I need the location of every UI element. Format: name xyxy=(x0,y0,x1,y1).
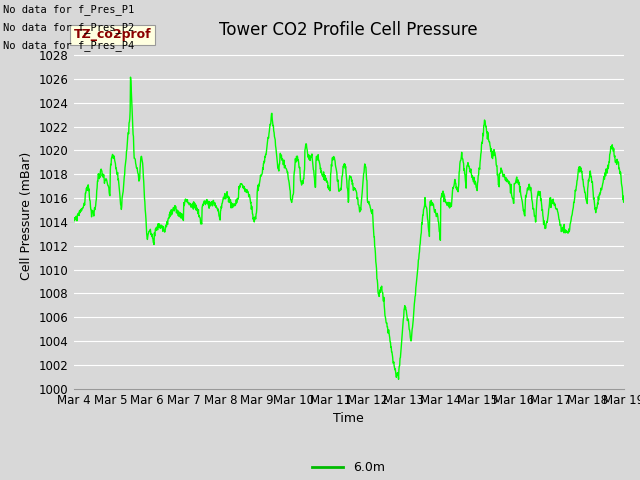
Text: No data for f_Pres_P2: No data for f_Pres_P2 xyxy=(3,22,134,33)
Text: No data for f_Pres_P1: No data for f_Pres_P1 xyxy=(3,4,134,15)
X-axis label: Time: Time xyxy=(333,412,364,425)
Y-axis label: Cell Pressure (mBar): Cell Pressure (mBar) xyxy=(20,152,33,280)
Text: No data for f_Pres_P4: No data for f_Pres_P4 xyxy=(3,40,134,51)
Title: Tower CO2 Profile Cell Pressure: Tower CO2 Profile Cell Pressure xyxy=(220,21,478,39)
Text: TZ_co2prof: TZ_co2prof xyxy=(74,28,151,41)
Legend: 6.0m: 6.0m xyxy=(307,456,390,480)
